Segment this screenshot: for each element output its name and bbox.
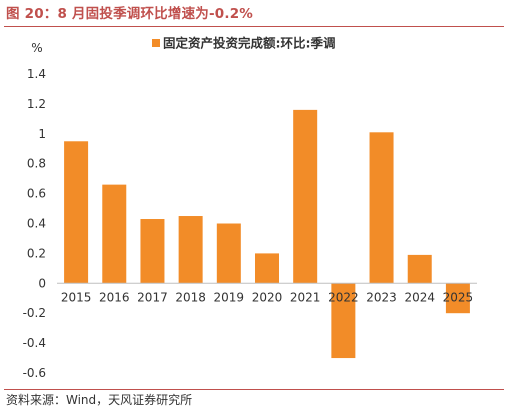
bar-2020 [255, 253, 279, 284]
bar-2021 [293, 109, 318, 284]
bar-2022 [331, 283, 356, 359]
x-tick-label: 2020 [252, 290, 283, 304]
source-divider [4, 389, 504, 390]
y-axis: 1.4 1.2 1 0.8 0.6 0.4 0.2 0 -0.2 -0.4 -0.6 [23, 67, 46, 380]
x-tick-label: 2025 [443, 290, 474, 304]
x-tick-label: 2016 [99, 290, 130, 304]
x-tick-label: 2022 [328, 290, 359, 304]
legend: 固定资产投资完成额:环比:季调 [152, 36, 336, 51]
bar-2018 [178, 216, 203, 284]
y-tick-label: 0.2 [27, 246, 46, 260]
y-tick-label: -0.2 [23, 306, 46, 320]
bar-2023 [369, 132, 394, 284]
x-tick-label: 2021 [290, 290, 321, 304]
y-tick-label: 0 [38, 276, 46, 290]
x-tick-label: 2024 [404, 290, 435, 304]
legend-label: 固定资产投资完成额:环比:季调 [163, 36, 336, 51]
y-tick-label: 1 [38, 127, 46, 141]
x-tick-label: 2018 [175, 290, 206, 304]
y-tick-label: -0.4 [23, 336, 46, 350]
bars [64, 109, 470, 359]
y-axis-unit-label: % [31, 41, 42, 55]
legend-swatch [152, 39, 160, 47]
bar-2024 [407, 254, 432, 284]
x-axis: 2015 2016 2017 2018 2019 2020 2021 2022 2023 2024… [61, 290, 473, 304]
x-tick-label: 2017 [137, 290, 168, 304]
y-tick-label: -0.6 [23, 366, 46, 380]
bar-2016 [102, 184, 127, 284]
bar-2015 [64, 141, 89, 284]
y-tick-label: 0.8 [27, 157, 46, 171]
source-note: 资料来源：Wind，天风证券研究所 [6, 393, 193, 407]
title-divider [4, 26, 504, 27]
x-tick-label: 2023 [366, 290, 397, 304]
bar-2025 [445, 283, 470, 314]
figure-title: 图 20：8 月固投季调环比增速为-0.2% [6, 6, 254, 22]
y-tick-label: 1.4 [27, 67, 46, 81]
x-tick-label: 2015 [61, 290, 92, 304]
y-tick-label: 0.6 [27, 187, 46, 201]
y-tick-label: 1.2 [27, 97, 46, 111]
x-tick-label: 2019 [214, 290, 245, 304]
bar-2019 [216, 223, 241, 284]
bar-2017 [140, 219, 165, 284]
y-tick-label: 0.4 [27, 217, 46, 231]
